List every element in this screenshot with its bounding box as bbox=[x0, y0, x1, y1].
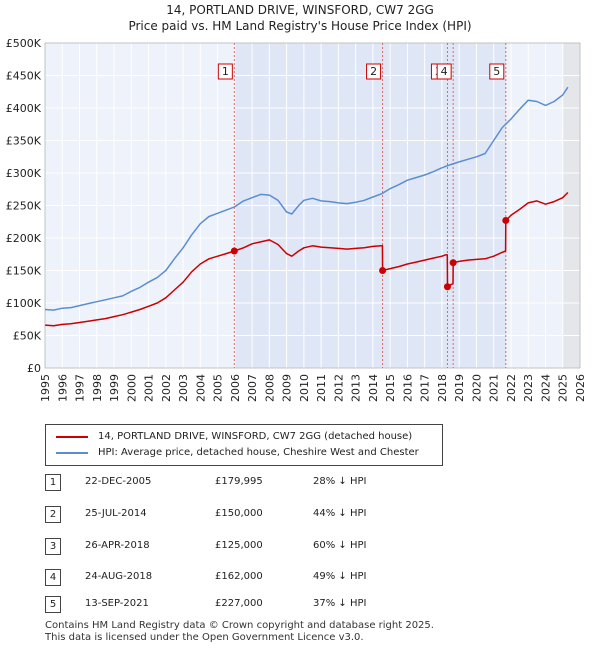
transaction-date: 13-SEP-2021 bbox=[85, 598, 149, 609]
x-tick-label: 2022 bbox=[505, 374, 518, 402]
transaction-date: 24-AUG-2018 bbox=[85, 571, 153, 582]
x-tick-label: 2018 bbox=[436, 374, 449, 402]
chart-subtitle: Price paid vs. HM Land Registry's House … bbox=[128, 19, 472, 33]
sale-marker-box bbox=[436, 63, 452, 80]
legend-item-property: 14, PORTLAND DRIVE, WINSFORD, CW7 2GG (d… bbox=[56, 431, 412, 442]
x-tick-label: 2008 bbox=[263, 374, 276, 402]
transaction-hpi-diff: 28% ↓ HPI bbox=[313, 476, 367, 487]
y-tick-label: £100K bbox=[6, 297, 42, 310]
y-tick-label: £300K bbox=[6, 167, 42, 180]
hpi-line bbox=[44, 86, 569, 311]
transaction-price: £162,000 bbox=[215, 571, 263, 582]
sale-point bbox=[379, 267, 387, 274]
footer: Contains HM Land Registry data © Crown c… bbox=[45, 620, 434, 644]
x-tick-label: 2001 bbox=[143, 374, 156, 402]
x-tick-label: 2015 bbox=[384, 374, 397, 402]
x-tick-label: 2017 bbox=[419, 374, 432, 402]
transaction-number: 2 bbox=[45, 506, 61, 523]
transaction-hpi-diff: 60% ↓ HPI bbox=[313, 540, 367, 551]
legend-swatch-hpi bbox=[56, 451, 88, 454]
transaction-number: 5 bbox=[45, 596, 61, 613]
legend-label-hpi: HPI: Average price, detached house, Ches… bbox=[98, 447, 419, 458]
y-tick-label: £450K bbox=[6, 70, 42, 83]
transaction-number: 3 bbox=[45, 538, 61, 555]
sale-marker-label: 1 bbox=[222, 65, 229, 78]
x-tick-label: 2011 bbox=[315, 374, 328, 402]
legend-swatch-property bbox=[56, 435, 88, 438]
y-tick-label: £200K bbox=[6, 232, 42, 245]
x-tick-label: 2002 bbox=[160, 374, 173, 402]
x-tick-label: 2006 bbox=[229, 374, 242, 402]
x-tick-label: 2026 bbox=[574, 374, 587, 402]
legend-label-property: 14, PORTLAND DRIVE, WINSFORD, CW7 2GG (d… bbox=[98, 431, 413, 442]
transaction-date: 25-JUL-2014 bbox=[85, 508, 147, 519]
sale-point bbox=[230, 247, 238, 255]
transaction-price: £150,000 bbox=[215, 508, 263, 519]
transaction-date: 22-DEC-2005 bbox=[85, 476, 152, 487]
plot-frame bbox=[44, 42, 581, 369]
y-tick-label: £350K bbox=[6, 135, 42, 148]
transaction-price: £125,000 bbox=[215, 540, 263, 551]
y-tick-label: £500K bbox=[6, 37, 42, 50]
sale-marker-box bbox=[217, 63, 233, 80]
x-tick-label: 2014 bbox=[367, 374, 380, 402]
table-row: 5 13-SEP-2021 £227,000 37% ↓ HPI bbox=[45, 596, 485, 613]
transaction-date: 26-APR-2018 bbox=[85, 540, 150, 551]
footer-copyright: Contains HM Land Registry data © Crown c… bbox=[45, 620, 434, 631]
x-tick-label: 2025 bbox=[557, 374, 570, 402]
chart-title: 14, PORTLAND DRIVE, WINSFORD, CW7 2GG bbox=[166, 3, 434, 17]
legend-item-hpi: HPI: Average price, detached house, Ches… bbox=[56, 447, 419, 458]
table-row: 4 24-AUG-2018 £162,000 49% ↓ HPI bbox=[45, 569, 485, 586]
y-tick-label: £150K bbox=[6, 265, 42, 278]
x-tick-label: 1997 bbox=[74, 374, 87, 402]
transaction-number: 1 bbox=[45, 474, 61, 491]
x-tick-label: 2004 bbox=[194, 374, 207, 402]
table-row: 1 22-DEC-2005 £179,995 28% ↓ HPI bbox=[45, 474, 485, 491]
y-tick-label: £250K bbox=[6, 200, 42, 213]
x-tick-label: 2021 bbox=[488, 374, 501, 402]
legend: 14, PORTLAND DRIVE, WINSFORD, CW7 2GG (d… bbox=[45, 424, 443, 466]
x-tick-label: 1998 bbox=[91, 374, 104, 402]
x-tick-label: 1995 bbox=[39, 374, 52, 402]
y-tick-label: £50K bbox=[13, 330, 42, 343]
x-tick-label: 2023 bbox=[522, 374, 535, 402]
x-tick-label: 2003 bbox=[177, 374, 190, 402]
x-tick-label: 2000 bbox=[125, 374, 138, 402]
sale-point bbox=[449, 259, 457, 267]
sale-point bbox=[443, 283, 451, 291]
x-tick-label: 2024 bbox=[539, 374, 552, 402]
x-tick-label: 2016 bbox=[401, 374, 414, 402]
x-tick-label: 2007 bbox=[246, 374, 259, 402]
sale-marker-box bbox=[489, 63, 505, 80]
table-row: 3 26-APR-2018 £125,000 60% ↓ HPI bbox=[45, 538, 485, 555]
price-chart: £0 £50K £100K £150K £200K £250K £300K £350K £400… bbox=[6, 37, 587, 402]
y-tick-label: £400K bbox=[6, 102, 42, 115]
transaction-hpi-diff: 49% ↓ HPI bbox=[313, 571, 367, 582]
transaction-hpi-diff: 37% ↓ HPI bbox=[313, 598, 367, 609]
footer-license: This data is licensed under the Open Gov… bbox=[45, 632, 364, 643]
x-tick-label: 2020 bbox=[470, 374, 483, 402]
sale-marker-label: 2 bbox=[370, 65, 377, 78]
transaction-hpi-diff: 44% ↓ HPI bbox=[313, 508, 367, 519]
x-tick-label: 2019 bbox=[453, 374, 466, 402]
x-tick-label: 2005 bbox=[212, 374, 225, 402]
x-tick-label: 2010 bbox=[298, 374, 311, 402]
transaction-number: 4 bbox=[45, 569, 61, 586]
x-tick-label: 1999 bbox=[108, 374, 121, 402]
x-tick-label: 1996 bbox=[56, 374, 69, 402]
x-tick-label: 2012 bbox=[332, 374, 345, 402]
sale-marker-label: 4 bbox=[441, 65, 448, 78]
x-tick-label: 2009 bbox=[281, 374, 294, 402]
transaction-price: £179,995 bbox=[215, 476, 263, 487]
table-row: 2 25-JUL-2014 £150,000 44% ↓ HPI bbox=[45, 506, 485, 523]
sale-marker-label: 5 bbox=[493, 65, 500, 78]
transaction-price: £227,000 bbox=[215, 598, 263, 609]
y-tick-label: £0 bbox=[27, 362, 41, 375]
sale-point bbox=[502, 216, 510, 224]
property-line bbox=[44, 191, 569, 327]
sale-marker-box bbox=[366, 63, 382, 80]
x-tick-label: 2013 bbox=[350, 374, 363, 402]
